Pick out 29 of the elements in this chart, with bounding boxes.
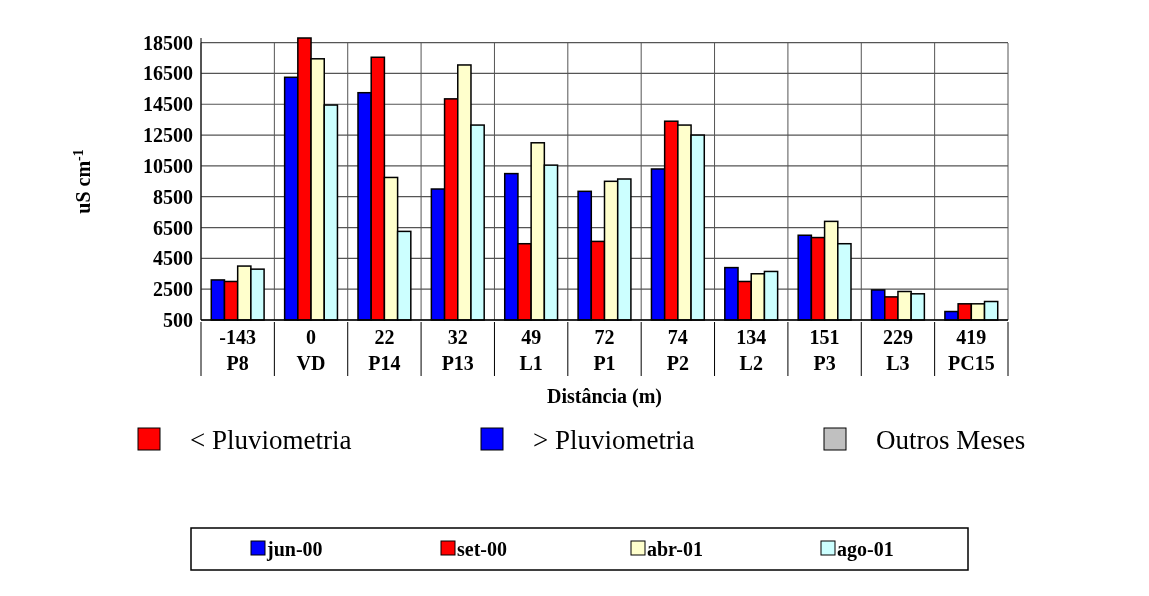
x-tick-label: 49 L1 — [519, 326, 543, 374]
legend-label: ago-01 — [837, 538, 894, 561]
y-tick-label: 8500 — [153, 185, 193, 208]
x-tick-label: 419 PC15 — [947, 326, 995, 374]
x-tick-label: 72 P1 — [593, 326, 616, 374]
text: < Pluviometria — [190, 425, 352, 456]
x-tick-label: 0 VD — [296, 326, 326, 374]
x-tick-label: -143 P8 — [219, 326, 257, 374]
x-tick-label: 151 P3 — [809, 326, 840, 374]
x-tick-label: 74 P2 — [666, 326, 689, 374]
text: Outros Meses — [876, 425, 1026, 456]
y-tick-label: 500 — [163, 309, 193, 331]
y-tick-label: 6500 — [153, 216, 193, 239]
legend-label: set-00 — [457, 538, 507, 560]
x-tick-label: 134 L2 — [736, 326, 767, 374]
legend-label: jun-00 — [266, 538, 323, 561]
y-tick-label: 18500 — [143, 31, 193, 54]
x-tick-label: 229 L3 — [882, 326, 913, 374]
y-tick-label: 14500 — [143, 93, 193, 116]
x-tick-label: 32 P13 — [441, 326, 474, 374]
y-tick-label: 4500 — [153, 247, 193, 270]
y-tick-label: 10500 — [143, 154, 193, 177]
legend-label: abr-01 — [647, 538, 703, 560]
y-tick-label: 2500 — [153, 278, 193, 301]
text: > Pluviometria — [533, 425, 695, 456]
y-tick-label: 12500 — [143, 124, 193, 147]
x-axis-title: Distância (m) — [547, 385, 662, 408]
y-tick-label: 16500 — [143, 62, 193, 85]
x-tick-label: 22 P14 — [368, 326, 401, 374]
